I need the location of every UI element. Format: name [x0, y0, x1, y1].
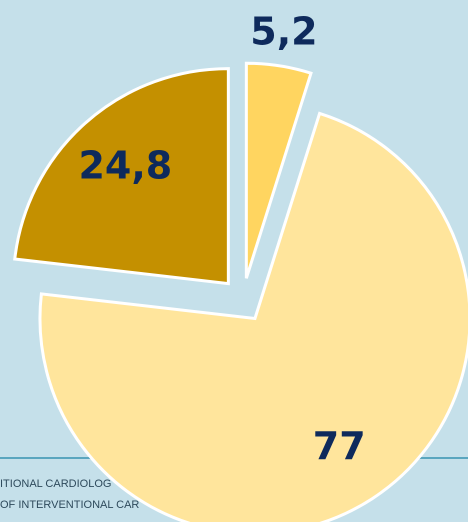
footer-text: ITIONAL CARDIOLOG — [0, 478, 111, 490]
pie-slice — [13, 67, 230, 286]
data-label: 5,2 — [250, 9, 317, 53]
data-label: 24,8 — [78, 144, 172, 188]
pie-slice — [244, 61, 313, 279]
pie — [13, 61, 468, 522]
footer-text: OF INTERVENTIONAL CAR — [0, 499, 139, 511]
data-label: 77 — [313, 424, 366, 468]
pie-slice — [38, 111, 468, 522]
